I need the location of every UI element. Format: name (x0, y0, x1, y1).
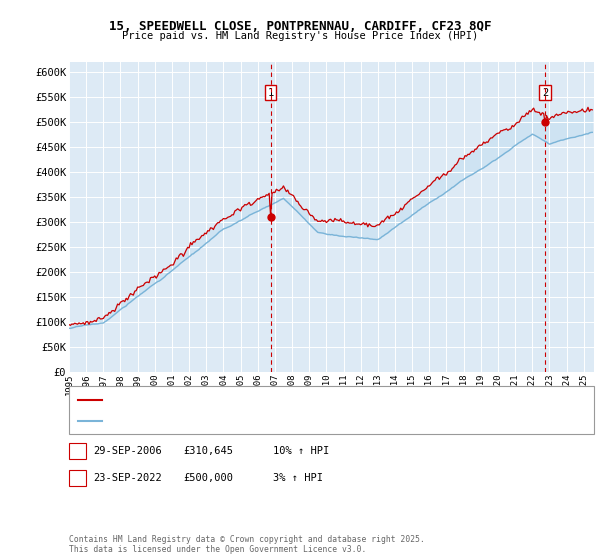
Text: 1: 1 (74, 446, 80, 456)
Text: £310,645: £310,645 (183, 446, 233, 456)
Text: 10% ↑ HPI: 10% ↑ HPI (273, 446, 329, 456)
Text: 2: 2 (74, 473, 80, 483)
Text: 15, SPEEDWELL CLOSE, PONTPRENNAU, CARDIFF, CF23 8QF (detached house): 15, SPEEDWELL CLOSE, PONTPRENNAU, CARDIF… (106, 395, 497, 404)
Text: 29-SEP-2006: 29-SEP-2006 (93, 446, 162, 456)
Text: HPI: Average price, detached house, Cardiff: HPI: Average price, detached house, Card… (106, 416, 353, 425)
Text: 1: 1 (268, 88, 274, 97)
Text: Contains HM Land Registry data © Crown copyright and database right 2025.
This d: Contains HM Land Registry data © Crown c… (69, 535, 425, 554)
Text: 23-SEP-2022: 23-SEP-2022 (93, 473, 162, 483)
Text: Price paid vs. HM Land Registry's House Price Index (HPI): Price paid vs. HM Land Registry's House … (122, 31, 478, 41)
Text: 2: 2 (542, 88, 548, 97)
Text: 15, SPEEDWELL CLOSE, PONTPRENNAU, CARDIFF, CF23 8QF: 15, SPEEDWELL CLOSE, PONTPRENNAU, CARDIF… (109, 20, 491, 32)
Text: 3% ↑ HPI: 3% ↑ HPI (273, 473, 323, 483)
Text: £500,000: £500,000 (183, 473, 233, 483)
